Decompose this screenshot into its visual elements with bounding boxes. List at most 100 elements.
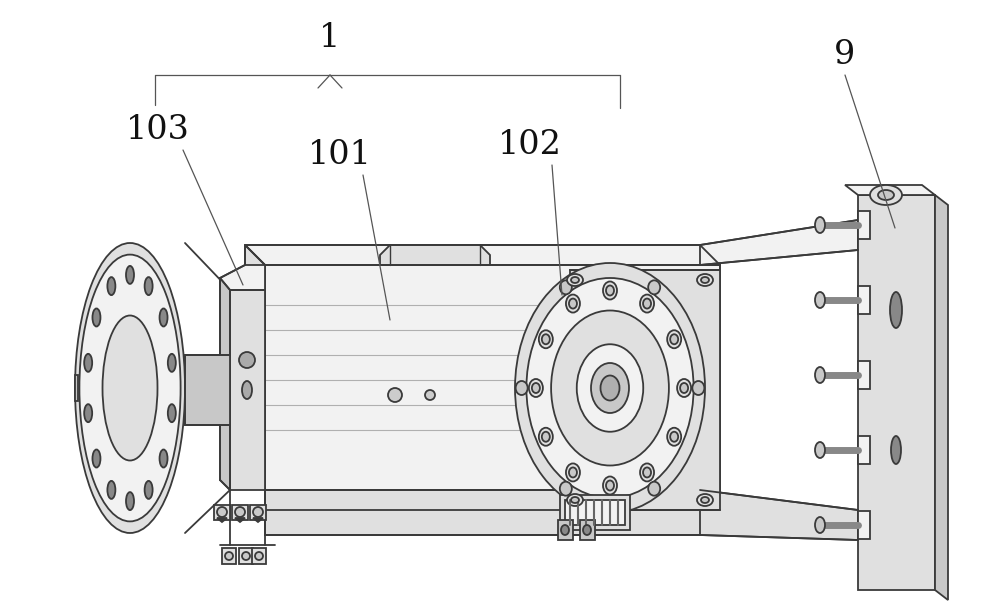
- Ellipse shape: [126, 266, 134, 284]
- Polygon shape: [858, 211, 870, 239]
- Ellipse shape: [526, 278, 694, 498]
- Bar: [560, 495, 630, 530]
- Ellipse shape: [697, 274, 713, 286]
- Ellipse shape: [583, 525, 591, 535]
- Ellipse shape: [84, 404, 92, 422]
- Ellipse shape: [529, 379, 543, 397]
- Ellipse shape: [539, 428, 553, 446]
- Ellipse shape: [701, 497, 709, 503]
- Ellipse shape: [84, 354, 92, 372]
- Polygon shape: [570, 270, 720, 510]
- Ellipse shape: [168, 404, 176, 422]
- Ellipse shape: [92, 450, 100, 468]
- Ellipse shape: [92, 309, 100, 326]
- Ellipse shape: [643, 468, 651, 477]
- Polygon shape: [185, 355, 230, 425]
- Polygon shape: [700, 220, 858, 265]
- Ellipse shape: [561, 525, 569, 535]
- Ellipse shape: [643, 299, 651, 309]
- Polygon shape: [700, 490, 858, 540]
- Ellipse shape: [160, 450, 168, 468]
- Polygon shape: [265, 490, 720, 510]
- Ellipse shape: [566, 294, 580, 312]
- Text: 103: 103: [126, 114, 190, 146]
- Bar: [565, 500, 625, 525]
- Polygon shape: [214, 505, 230, 520]
- Ellipse shape: [145, 277, 153, 295]
- Polygon shape: [935, 195, 948, 600]
- Ellipse shape: [107, 481, 115, 499]
- Ellipse shape: [253, 507, 263, 517]
- Ellipse shape: [103, 315, 158, 461]
- Ellipse shape: [239, 352, 255, 368]
- Ellipse shape: [551, 310, 669, 466]
- Polygon shape: [380, 245, 490, 265]
- Ellipse shape: [591, 363, 629, 413]
- Polygon shape: [250, 505, 266, 520]
- Ellipse shape: [145, 481, 153, 499]
- Ellipse shape: [606, 480, 614, 490]
- Ellipse shape: [168, 354, 176, 372]
- Ellipse shape: [566, 463, 580, 482]
- Text: 102: 102: [498, 129, 562, 161]
- Ellipse shape: [667, 330, 681, 348]
- Ellipse shape: [878, 190, 894, 200]
- Text: 9: 9: [834, 39, 856, 71]
- Ellipse shape: [815, 367, 825, 383]
- Ellipse shape: [560, 280, 572, 294]
- Ellipse shape: [815, 217, 825, 233]
- Polygon shape: [253, 518, 263, 522]
- Text: 1: 1: [319, 22, 341, 54]
- Ellipse shape: [539, 330, 553, 348]
- Ellipse shape: [571, 277, 579, 283]
- Ellipse shape: [569, 468, 577, 477]
- Ellipse shape: [126, 492, 134, 510]
- Polygon shape: [235, 518, 245, 522]
- Ellipse shape: [569, 299, 577, 309]
- Polygon shape: [220, 278, 230, 490]
- Ellipse shape: [571, 497, 579, 503]
- Ellipse shape: [75, 243, 185, 533]
- Ellipse shape: [603, 477, 617, 495]
- Ellipse shape: [79, 254, 181, 521]
- Ellipse shape: [542, 432, 550, 442]
- Ellipse shape: [603, 282, 617, 299]
- Ellipse shape: [815, 292, 825, 308]
- Polygon shape: [858, 511, 870, 539]
- Ellipse shape: [515, 263, 705, 513]
- Ellipse shape: [542, 334, 550, 344]
- Bar: [222, 548, 236, 564]
- Ellipse shape: [388, 388, 402, 402]
- Ellipse shape: [677, 379, 691, 397]
- Ellipse shape: [701, 277, 709, 283]
- Polygon shape: [580, 520, 595, 540]
- Polygon shape: [230, 290, 265, 490]
- Polygon shape: [265, 265, 720, 490]
- Polygon shape: [245, 245, 720, 265]
- Ellipse shape: [235, 507, 245, 517]
- Ellipse shape: [697, 494, 713, 506]
- Polygon shape: [858, 195, 935, 590]
- Ellipse shape: [583, 503, 597, 517]
- Ellipse shape: [225, 552, 233, 560]
- Ellipse shape: [107, 277, 115, 295]
- Ellipse shape: [648, 482, 660, 496]
- Ellipse shape: [532, 383, 540, 393]
- Ellipse shape: [217, 507, 227, 517]
- Polygon shape: [232, 505, 248, 520]
- Ellipse shape: [560, 482, 572, 496]
- Ellipse shape: [516, 381, 528, 395]
- Polygon shape: [858, 286, 870, 314]
- Polygon shape: [245, 245, 265, 490]
- Ellipse shape: [670, 432, 678, 442]
- Ellipse shape: [242, 552, 250, 560]
- Ellipse shape: [425, 390, 435, 400]
- Ellipse shape: [606, 285, 614, 296]
- Ellipse shape: [648, 280, 660, 294]
- Ellipse shape: [890, 292, 902, 328]
- Ellipse shape: [667, 428, 681, 446]
- Polygon shape: [845, 185, 935, 195]
- Bar: [252, 548, 266, 564]
- Ellipse shape: [640, 294, 654, 312]
- Ellipse shape: [692, 381, 704, 395]
